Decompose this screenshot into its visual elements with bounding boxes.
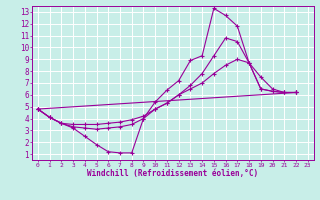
X-axis label: Windchill (Refroidissement éolien,°C): Windchill (Refroidissement éolien,°C) <box>87 169 258 178</box>
